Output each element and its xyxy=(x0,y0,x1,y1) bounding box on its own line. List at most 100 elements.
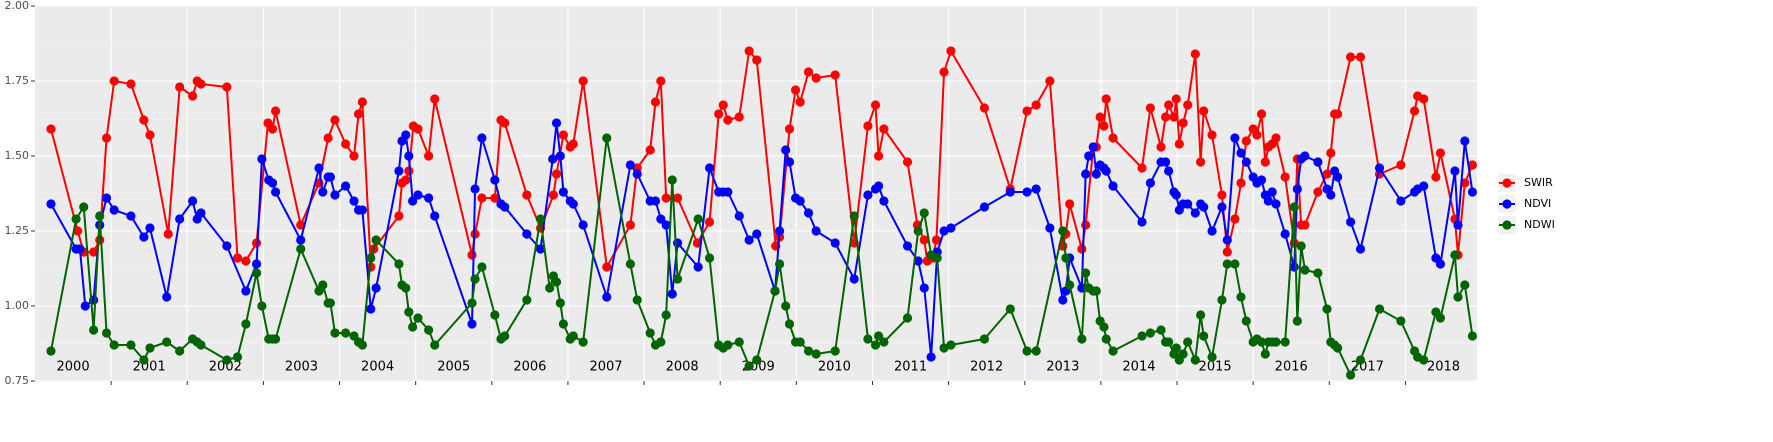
year-label: 2015 xyxy=(1199,360,1232,375)
data-point xyxy=(349,151,359,161)
data-point xyxy=(656,214,666,224)
data-point xyxy=(902,313,913,323)
year-label: 2000 xyxy=(57,360,90,375)
data-point xyxy=(1300,151,1310,161)
data-point xyxy=(424,325,434,335)
data-point xyxy=(578,337,588,347)
data-point xyxy=(752,229,762,239)
data-point xyxy=(270,334,281,344)
data-point xyxy=(568,139,578,149)
data-point xyxy=(467,319,477,329)
data-point xyxy=(139,355,149,365)
data-point xyxy=(602,133,612,143)
data-point xyxy=(1256,337,1267,347)
data-point xyxy=(404,307,414,317)
data-point xyxy=(1196,310,1206,320)
data-point xyxy=(500,202,510,212)
data-point xyxy=(902,157,913,167)
data-point xyxy=(1183,100,1193,110)
data-point xyxy=(1322,169,1332,179)
year-label: 2014 xyxy=(1122,360,1155,375)
data-point xyxy=(1137,331,1147,341)
data-point xyxy=(1207,226,1217,236)
data-point xyxy=(781,301,791,311)
legend-point xyxy=(1502,220,1512,230)
data-point xyxy=(1355,244,1366,254)
data-point xyxy=(408,196,418,206)
data-point xyxy=(1190,49,1200,59)
data-point xyxy=(477,133,487,143)
data-point xyxy=(931,235,942,245)
data-point xyxy=(1077,334,1087,344)
data-point xyxy=(1409,106,1420,116)
data-point xyxy=(1005,187,1015,197)
data-point xyxy=(232,253,243,263)
data-point xyxy=(318,187,328,197)
data-point xyxy=(1326,190,1336,200)
data-point xyxy=(162,337,172,347)
data-point xyxy=(522,295,532,305)
data-point xyxy=(919,208,929,218)
data-point xyxy=(1396,160,1406,170)
data-point xyxy=(718,100,728,110)
data-point xyxy=(863,121,873,131)
data-point xyxy=(1061,253,1071,263)
data-point xyxy=(270,187,281,197)
data-point xyxy=(1346,52,1356,62)
data-point xyxy=(672,274,683,284)
y-tick-label: 1.00 xyxy=(5,299,30,312)
data-point xyxy=(946,46,956,56)
data-point xyxy=(1207,352,1217,362)
data-point xyxy=(257,301,267,311)
data-point xyxy=(578,220,588,230)
data-point xyxy=(873,151,884,161)
data-point xyxy=(1171,343,1181,353)
data-point xyxy=(139,232,149,242)
data-point xyxy=(424,151,434,161)
data-point xyxy=(1065,280,1075,290)
legend-label: NDVI xyxy=(1524,197,1551,210)
data-point xyxy=(979,334,990,344)
data-point xyxy=(46,346,56,356)
data-point xyxy=(1164,337,1174,347)
data-point xyxy=(784,124,795,134)
data-point xyxy=(470,274,480,284)
data-point xyxy=(163,229,173,239)
data-point xyxy=(1419,355,1429,365)
data-point xyxy=(830,346,840,356)
data-point xyxy=(1256,109,1267,119)
data-point xyxy=(1222,247,1232,257)
data-point xyxy=(196,340,206,350)
year-label: 2018 xyxy=(1427,360,1460,375)
data-point xyxy=(667,175,677,185)
data-point xyxy=(752,55,762,65)
data-point xyxy=(71,214,81,224)
data-point xyxy=(330,328,340,338)
year-label: 2013 xyxy=(1046,360,1079,375)
data-point xyxy=(1022,346,1032,356)
data-point xyxy=(349,196,359,206)
data-point xyxy=(602,262,612,272)
data-point xyxy=(578,76,588,86)
data-point xyxy=(1289,202,1299,212)
data-point xyxy=(1346,370,1356,380)
data-point xyxy=(873,181,884,191)
data-point xyxy=(145,130,155,140)
data-point xyxy=(744,46,754,56)
data-point xyxy=(645,145,655,155)
data-point xyxy=(126,79,136,89)
data-point xyxy=(535,214,546,224)
data-point xyxy=(1374,163,1385,173)
data-point xyxy=(1199,331,1209,341)
data-point xyxy=(467,250,477,260)
data-point xyxy=(1171,190,1181,200)
data-point xyxy=(1313,187,1323,197)
year-label: 2008 xyxy=(666,360,699,375)
data-point xyxy=(101,193,112,203)
data-point xyxy=(401,283,411,293)
data-point xyxy=(1031,100,1041,110)
data-point xyxy=(946,223,956,233)
data-point xyxy=(1058,295,1068,305)
data-point xyxy=(811,73,821,83)
